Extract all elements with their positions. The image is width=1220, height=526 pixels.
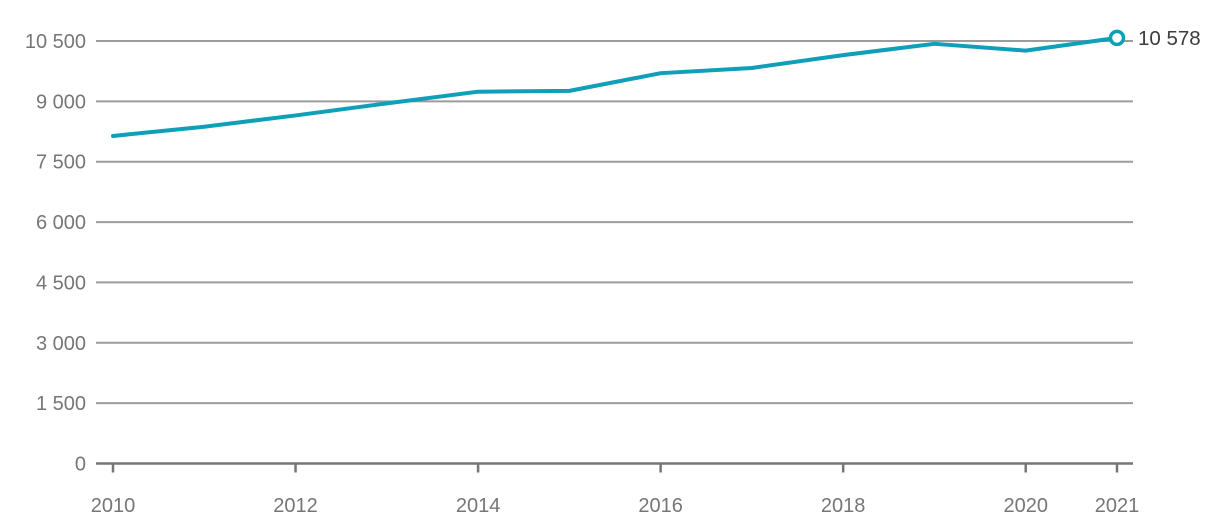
y-tick-label: 4 500 (36, 272, 86, 294)
y-tick-label: 3 000 (36, 333, 86, 355)
x-tick-label: 2012 (273, 495, 318, 517)
y-tick-label: 1 500 (36, 393, 86, 415)
y-tick-label: 9 000 (36, 91, 86, 113)
y-tick-label: 7 500 (36, 152, 86, 174)
x-tick-label: 2010 (91, 495, 136, 517)
x-tick-label: 2021 (1095, 495, 1140, 517)
x-tick-label: 2020 (1003, 495, 1048, 517)
data-line (111, 35, 1119, 138)
x-tick-label: 2014 (456, 495, 501, 517)
end-value-label: 10 578 (1138, 27, 1201, 50)
y-tick-label: 0 (75, 454, 86, 476)
y-tick-label: 6 000 (36, 212, 86, 234)
y-tick-label: 10 500 (25, 31, 86, 53)
x-tick-label: 2016 (638, 495, 683, 517)
end-point-marker (1108, 29, 1126, 47)
x-tick-label: 2018 (821, 495, 866, 517)
